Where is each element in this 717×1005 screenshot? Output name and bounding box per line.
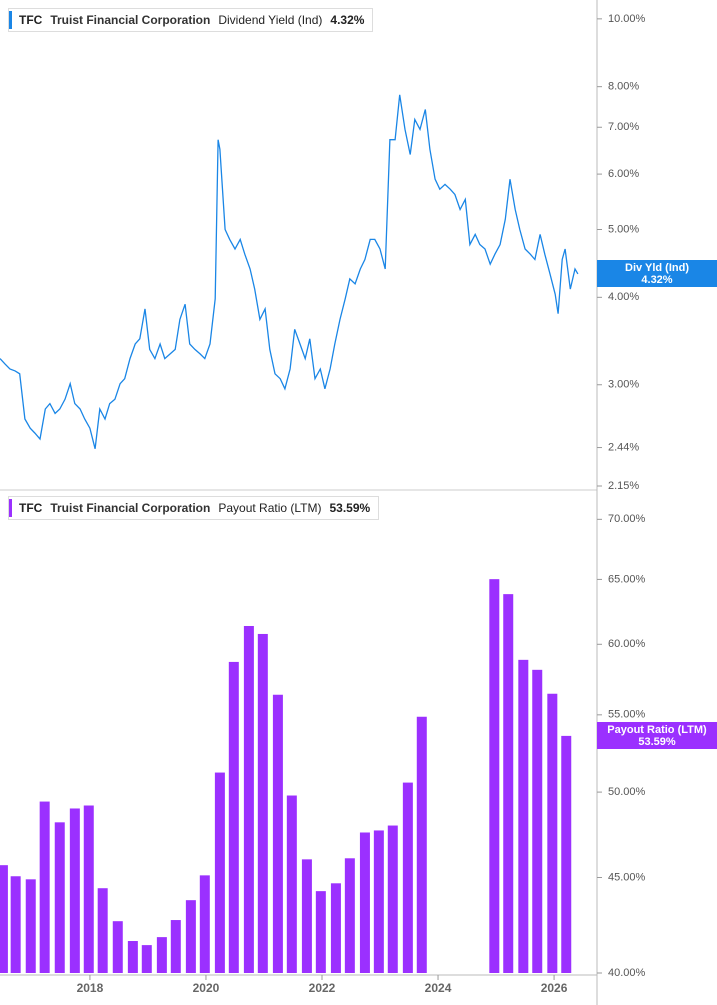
y-tick-label: 3.00% <box>608 379 639 391</box>
tag-value: 53.59% <box>638 735 676 748</box>
ticker: TFC <box>19 501 43 515</box>
legend-header: TFC Truist Financial Corporation Payout Ra… <box>8 496 380 520</box>
y-tick-label: 7.00% <box>608 121 639 133</box>
metric-name: Dividend Yield (Ind) <box>218 13 323 27</box>
y-tick-label: 2.15% <box>608 480 639 492</box>
bar <box>199 875 210 973</box>
bar <box>387 825 398 973</box>
metric-name: Payout Ratio (LTM) <box>218 501 322 515</box>
current-value: 53.59% <box>329 501 371 515</box>
current-value-tag: Payout Ratio (LTM) 53.59% <box>597 722 717 750</box>
x-tick-label: 2022 <box>309 981 336 995</box>
y-tick-label: 55.00% <box>608 709 646 721</box>
bar <box>257 633 268 973</box>
bar <box>69 808 80 973</box>
bar <box>141 945 152 973</box>
bar <box>0 865 8 973</box>
bar <box>373 830 384 973</box>
y-tick-label: 2.44% <box>608 441 639 453</box>
y-tick-label: 5.00% <box>608 223 639 235</box>
y-tick-label: 60.00% <box>608 638 646 650</box>
y-tick-label: 45.00% <box>608 871 646 883</box>
x-tick-label: 2026 <box>541 981 568 995</box>
y-tick-label: 8.00% <box>608 81 639 93</box>
bar <box>286 795 297 973</box>
bar <box>127 941 138 973</box>
y-tick-label: 4.00% <box>608 291 639 303</box>
data-line <box>0 94 579 449</box>
bar <box>489 579 500 973</box>
bar <box>243 625 254 973</box>
current-value: 4.32% <box>330 13 365 27</box>
bar <box>170 920 181 973</box>
bar <box>561 735 572 973</box>
bar <box>503 594 514 973</box>
y-tick-label: 40.00% <box>608 967 646 979</box>
legend-header: TFC Truist Financial Corporation Dividend … <box>8 8 374 32</box>
y-tick-label: 70.00% <box>608 513 646 525</box>
company-name: Truist Financial Corporation <box>50 13 211 27</box>
current-value-tag: Div Yld (Ind) 4.32% <box>597 260 717 288</box>
bar <box>547 693 558 973</box>
company-name: Truist Financial Corporation <box>50 501 211 515</box>
bar <box>112 921 123 973</box>
y-tick-label: 10.00% <box>608 13 646 25</box>
bar <box>272 694 283 973</box>
bar <box>315 891 326 973</box>
ticker: TFC <box>19 13 43 27</box>
bar <box>532 669 543 973</box>
legend-stripe <box>9 499 12 517</box>
y-tick-label: 6.00% <box>608 168 639 180</box>
bar <box>185 900 196 973</box>
bar <box>330 883 341 973</box>
y-tick-label: 50.00% <box>608 786 646 798</box>
legend-stripe <box>9 11 12 29</box>
y-tick-label: 65.00% <box>608 573 646 585</box>
bar <box>416 716 427 973</box>
bar <box>518 659 529 973</box>
bar <box>344 858 355 973</box>
bar <box>54 822 65 973</box>
bar <box>228 661 239 973</box>
bar <box>301 859 312 973</box>
bar <box>214 772 225 973</box>
tag-value: 4.32% <box>641 273 673 286</box>
x-tick-label: 2024 <box>425 981 452 995</box>
bar <box>10 876 21 973</box>
bar <box>402 782 413 973</box>
x-tick-label: 2018 <box>77 981 104 995</box>
bar <box>39 801 50 973</box>
bar <box>359 832 370 973</box>
bar <box>156 937 167 973</box>
tag-label: Payout Ratio (LTM) <box>607 723 707 736</box>
bar <box>25 879 36 973</box>
bar <box>97 888 108 973</box>
bar <box>83 805 94 973</box>
x-tick-label: 2020 <box>193 981 220 995</box>
tag-label: Div Yld (Ind) <box>625 261 689 274</box>
